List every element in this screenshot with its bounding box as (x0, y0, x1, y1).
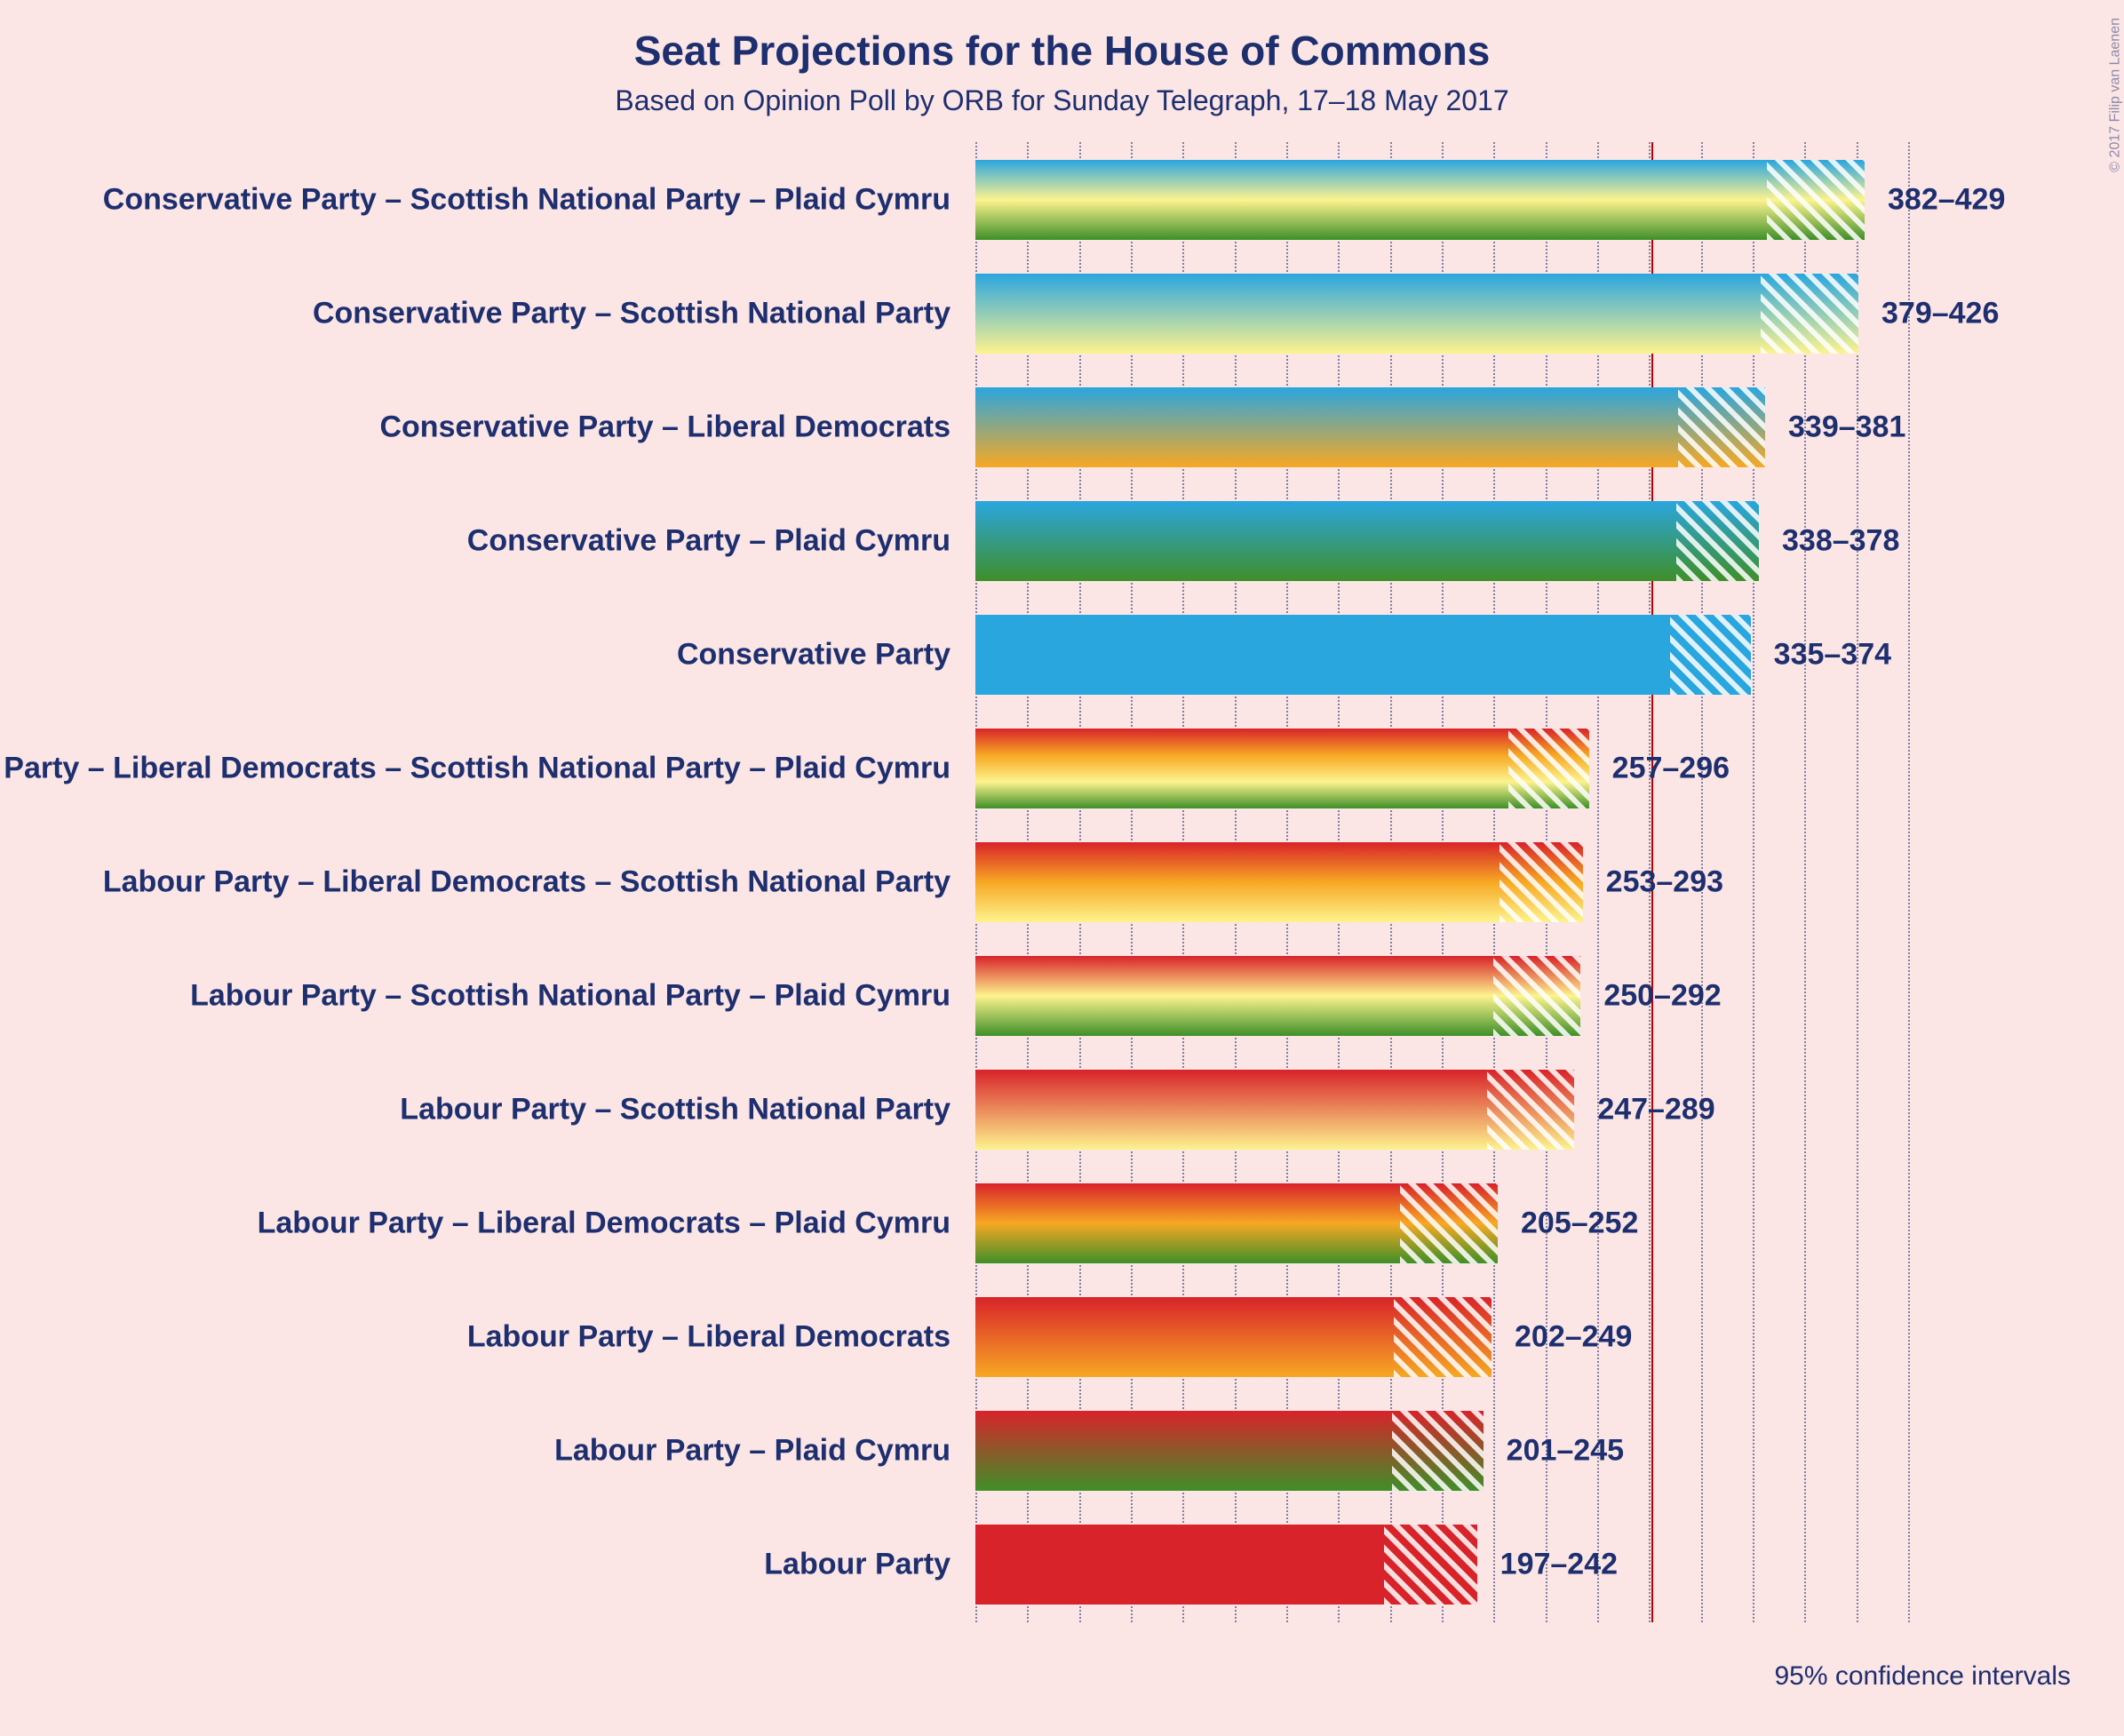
coalition-label: Conservative Party – Scottish National P… (103, 183, 975, 218)
bar-confidence-interval (1500, 842, 1582, 922)
bar-confidence-interval (1676, 501, 1759, 581)
plot-area: Conservative Party – Scottish National P… (975, 142, 1908, 1622)
bar-low (975, 1411, 1392, 1491)
coalition-label: Conservative Party – Scottish National P… (313, 297, 975, 331)
bar-confidence-interval (1670, 615, 1751, 695)
bar-low (975, 729, 1508, 808)
bar-confidence-interval (1400, 1183, 1498, 1263)
coalition-label: Labour Party – Plaid Cymru (554, 1434, 975, 1469)
coalition-row: Labour Party – Scottish National Party –… (975, 956, 1908, 1036)
coalition-row: Conservative Party – Scottish National P… (975, 160, 1908, 240)
coalition-label: Labour Party – Liberal Democrats (467, 1320, 975, 1355)
bar-confidence-interval (1487, 1070, 1574, 1150)
grid-line (1908, 142, 1910, 1622)
coalition-row: Conservative Party – Scottish National P… (975, 274, 1908, 354)
bar-low (975, 501, 1676, 581)
range-value: 335–374 (1774, 638, 1891, 673)
bar-low (975, 956, 1493, 1036)
footer-note: 95% confidence intervals (1774, 1661, 2071, 1692)
coalition-row: Labour Party – Liberal Democrats – Plaid… (975, 1183, 1908, 1263)
coalition-label: Labour Party – Liberal Democrats – Scott… (0, 752, 975, 786)
range-value: 201–245 (1507, 1434, 1624, 1469)
coalition-label: Labour Party – Scottish National Party (400, 1093, 975, 1127)
coalition-row: Labour Party – Liberal Democrats – Scott… (975, 729, 1908, 808)
bar-confidence-interval (1678, 387, 1765, 467)
bar-low (975, 387, 1678, 467)
coalition-row: Conservative Party335–374 (975, 615, 1908, 695)
range-value: 205–252 (1521, 1206, 1638, 1241)
range-value: 197–242 (1500, 1548, 1618, 1582)
coalition-label: Labour Party – Liberal Democrats – Plaid… (258, 1206, 975, 1241)
range-value: 250–292 (1603, 979, 1721, 1014)
range-value: 338–378 (1782, 524, 1899, 559)
bar-low (975, 615, 1670, 695)
range-value: 253–293 (1606, 865, 1723, 900)
bar-low (975, 1297, 1394, 1377)
coalition-row: Labour Party – Liberal Democrats202–249 (975, 1297, 1908, 1377)
bar-confidence-interval (1767, 160, 1865, 240)
coalition-row: Conservative Party – Liberal Democrats33… (975, 387, 1908, 467)
chart-title: Seat Projections for the House of Common… (0, 27, 2124, 75)
bar-confidence-interval (1508, 729, 1589, 808)
range-value: 379–426 (1881, 297, 1999, 331)
copyright-text: © 2017 Filip van Laenen (2108, 18, 2124, 172)
coalition-row: Labour Party – Plaid Cymru201–245 (975, 1411, 1908, 1491)
bar-confidence-interval (1384, 1525, 1477, 1605)
bar-low (975, 274, 1761, 354)
coalition-row: Labour Party – Liberal Democrats – Scott… (975, 842, 1908, 922)
bar-confidence-interval (1392, 1411, 1484, 1491)
range-value: 257–296 (1612, 752, 1730, 786)
chart-subtitle: Based on Opinion Poll by ORB for Sunday … (0, 84, 2124, 117)
coalition-label: Labour Party – Liberal Democrats – Scott… (103, 865, 975, 900)
coalition-label: Conservative Party (677, 638, 975, 673)
bar-confidence-interval (1394, 1297, 1492, 1377)
chart-container: Seat Projections for the House of Common… (0, 0, 2124, 1736)
coalition-label: Conservative Party – Plaid Cymru (467, 524, 975, 559)
bar-confidence-interval (1493, 956, 1580, 1036)
bar-confidence-interval (1761, 274, 1858, 354)
bar-low (975, 1070, 1487, 1150)
range-value: 382–429 (1888, 183, 2005, 218)
range-value: 247–289 (1597, 1093, 1714, 1127)
coalition-label: Conservative Party – Liberal Democrats (379, 410, 975, 445)
bar-low (975, 1183, 1400, 1263)
bar-low (975, 1525, 1384, 1605)
coalition-row: Labour Party197–242 (975, 1525, 1908, 1605)
coalition-row: Conservative Party – Plaid Cymru338–378 (975, 501, 1908, 581)
range-value: 202–249 (1515, 1320, 1632, 1355)
range-value: 339–381 (1788, 410, 1905, 445)
bar-low (975, 160, 1767, 240)
coalition-row: Labour Party – Scottish National Party24… (975, 1070, 1908, 1150)
bar-low (975, 842, 1500, 922)
coalition-label: Labour Party (764, 1548, 975, 1582)
coalition-label: Labour Party – Scottish National Party –… (190, 979, 975, 1014)
